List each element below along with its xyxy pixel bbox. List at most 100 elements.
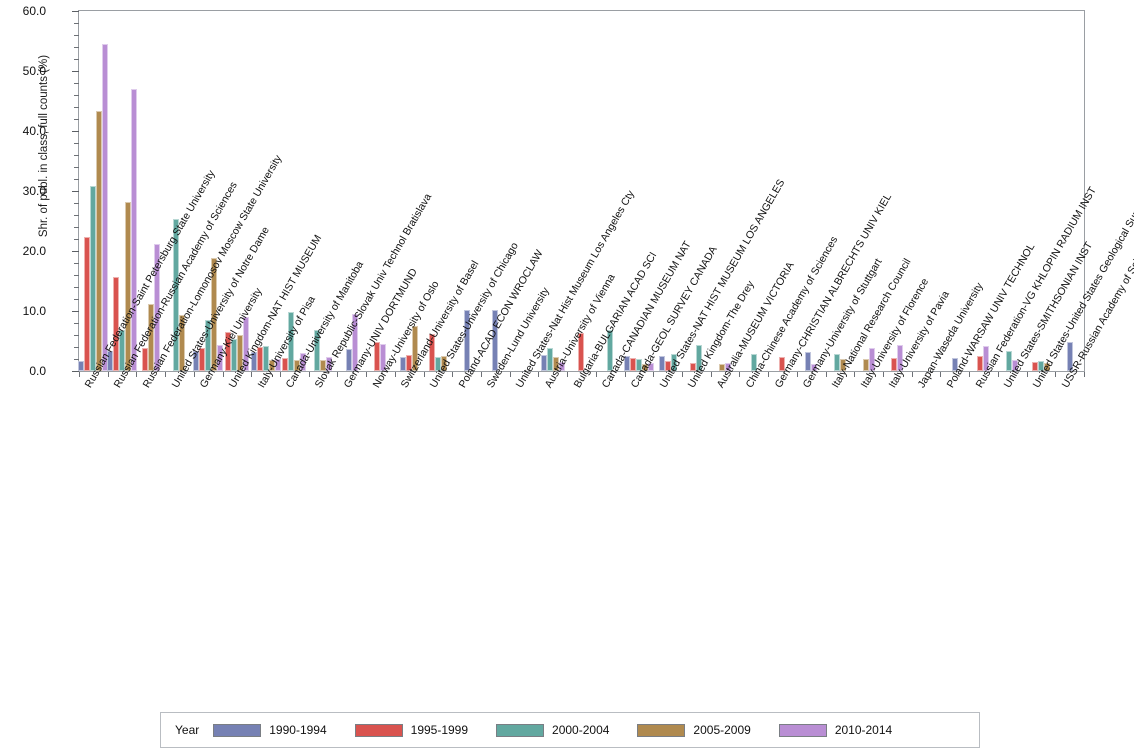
bar[interactable] [833,354,840,371]
bar[interactable] [268,360,275,371]
bar[interactable] [546,347,553,371]
bar[interactable] [147,303,154,371]
bar[interactable] [897,345,904,371]
bar[interactable] [294,359,301,371]
bar[interactable] [199,348,206,371]
bar[interactable] [811,364,818,371]
bar[interactable] [326,357,333,371]
bar[interactable] [113,276,120,371]
bar[interactable] [400,356,407,371]
bar[interactable] [558,362,565,371]
bar[interactable] [78,361,85,371]
y-tick-major [72,191,79,192]
bar[interactable] [750,353,757,371]
bar[interactable] [725,362,732,371]
bar[interactable] [623,356,630,371]
y-tick-minor [74,203,79,204]
bar[interactable] [951,358,958,371]
bar[interactable] [96,111,103,371]
legend-entry[interactable]: 2005-2009 [637,723,751,737]
bar[interactable] [868,348,875,371]
bar[interactable] [131,89,138,371]
legend-entry[interactable]: 1990-1994 [213,723,327,737]
bar-group [452,11,481,371]
bar[interactable] [578,332,585,371]
bar[interactable] [205,320,212,371]
bar[interactable] [1043,363,1050,371]
bar[interactable] [107,351,114,371]
bar[interactable] [250,351,257,371]
bar[interactable] [696,345,703,371]
bar[interactable] [224,332,231,371]
bar[interactable] [374,341,381,371]
x-tick [739,372,741,377]
bar[interactable] [658,356,665,371]
bar[interactable] [428,333,435,371]
bar[interactable] [670,354,677,371]
plot-area [78,10,1085,372]
bar[interactable] [236,335,243,371]
bar[interactable] [119,329,126,371]
bar[interactable] [434,356,441,371]
bar[interactable] [664,361,671,371]
bar[interactable] [635,359,642,371]
bar[interactable] [211,257,218,371]
bar[interactable] [779,357,786,371]
bar[interactable] [463,309,470,371]
bar[interactable] [242,317,249,371]
bar[interactable] [891,358,898,371]
bar[interactable] [647,362,654,371]
legend-entry[interactable]: 2010-2014 [778,723,892,737]
bar[interactable] [153,243,160,371]
bar[interactable] [314,329,321,371]
bar[interactable] [1006,350,1013,371]
bar[interactable] [629,357,636,371]
bar[interactable] [641,363,648,371]
bar[interactable] [690,362,697,371]
bar[interactable] [256,347,263,371]
bar[interactable] [320,359,327,371]
bar-group [280,11,309,371]
bar[interactable] [1066,342,1073,371]
bar[interactable] [805,351,812,371]
bar[interactable] [141,348,148,371]
bar[interactable] [1012,360,1019,371]
bar[interactable] [540,354,547,371]
bar[interactable] [406,354,413,371]
bar[interactable] [1031,362,1038,371]
bar[interactable] [977,356,984,371]
bar[interactable] [262,345,269,371]
y-tick-minor [74,359,79,360]
bar[interactable] [193,350,200,371]
bar[interactable] [351,314,358,371]
bar[interactable] [300,353,307,371]
bar[interactable] [983,345,990,371]
bar[interactable] [1037,361,1044,371]
bar[interactable] [282,358,289,371]
bar[interactable] [492,309,499,371]
bar[interactable] [440,356,447,371]
bar[interactable] [274,359,281,371]
bar[interactable] [380,344,387,371]
x-tick [193,372,195,377]
bar[interactable] [125,201,132,371]
bar[interactable] [217,345,224,371]
bar[interactable] [607,329,614,371]
bar[interactable] [552,356,559,371]
bar[interactable] [179,314,186,371]
legend-entry[interactable]: 1995-1999 [354,723,468,737]
y-tick-major [72,131,79,132]
bar[interactable] [230,339,237,371]
bar[interactable] [173,219,180,371]
bar[interactable] [862,359,869,371]
bar[interactable] [84,237,91,371]
bar[interactable] [90,185,97,371]
bar[interactable] [288,311,295,371]
bar[interactable] [839,359,846,371]
legend-entry[interactable]: 2000-2004 [496,723,609,737]
bar[interactable] [719,364,726,371]
bar[interactable] [102,44,109,371]
y-tick-minor [74,167,79,168]
bar[interactable] [412,326,419,371]
bar[interactable] [345,349,352,371]
